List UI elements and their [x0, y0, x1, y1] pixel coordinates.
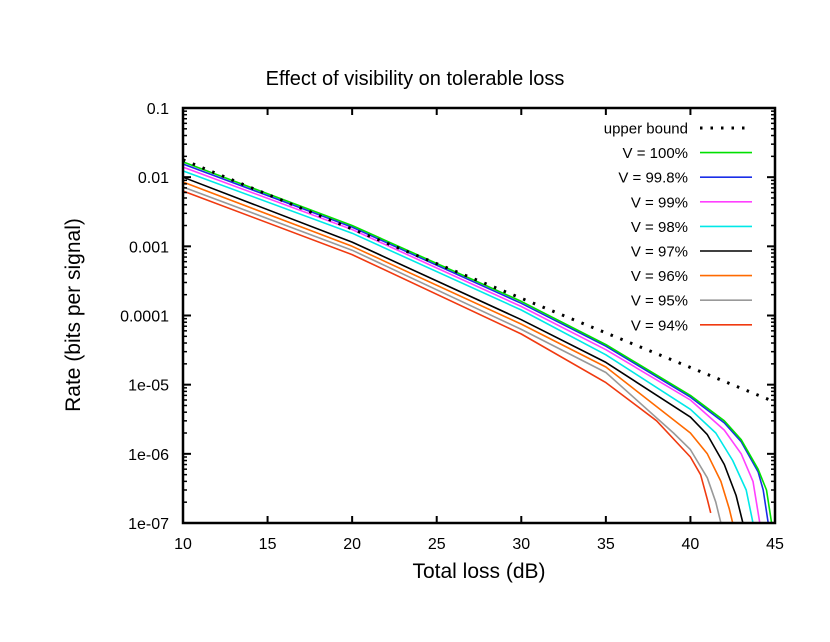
- x-tick-label: 45: [766, 536, 784, 553]
- y-tick-label: 1e-06: [128, 447, 169, 464]
- series-line: [183, 166, 761, 523]
- y-tick-label: 1e-05: [128, 378, 169, 395]
- series-line: [183, 158, 775, 404]
- series-layer: [183, 158, 775, 523]
- legend: upper bound V = 100% V = 99.8% V = 99% V = 9…: [604, 121, 752, 334]
- series-line: [183, 163, 769, 523]
- series-line: [183, 176, 744, 523]
- legend-label: V = 100%: [623, 145, 688, 162]
- legend-label: V = 97%: [631, 244, 688, 261]
- series-line: [183, 186, 722, 523]
- x-tick-label: 40: [682, 536, 700, 553]
- y-tick-label: 0.1: [147, 101, 169, 118]
- legend-label: V = 98%: [631, 219, 688, 236]
- y-tick-label: 0.001: [129, 239, 169, 256]
- series-line: [183, 181, 734, 523]
- legend-label: V = 94%: [631, 317, 688, 334]
- x-tick-label: 25: [428, 536, 446, 553]
- x-tick-label: 30: [512, 536, 530, 553]
- legend-label: V = 99.8%: [618, 170, 688, 187]
- legend-label: V = 95%: [631, 293, 688, 310]
- axes: 10 15 20 25 30 35 40 45 0.1 0.01 0.001 0.0001 1e-05 1…: [120, 101, 784, 553]
- x-tick-label: 10: [174, 536, 192, 553]
- x-tick-label: 35: [597, 536, 615, 553]
- x-tick-label: 20: [343, 536, 361, 553]
- legend-label: upper bound: [604, 121, 688, 138]
- series-line: [183, 190, 712, 514]
- y-tick-label: 1e-07: [128, 516, 169, 533]
- series-line: [183, 170, 754, 523]
- y-tick-label: 0.0001: [120, 309, 169, 326]
- legend-label: V = 99%: [631, 194, 688, 211]
- chart-title: Effect of visibility on tolerable loss: [265, 68, 565, 90]
- x-axis-label: Total loss (dB): [412, 560, 546, 583]
- legend-label: V = 96%: [631, 268, 688, 285]
- x-tick-label: 15: [259, 536, 277, 553]
- y-tick-label: 0.01: [138, 170, 169, 187]
